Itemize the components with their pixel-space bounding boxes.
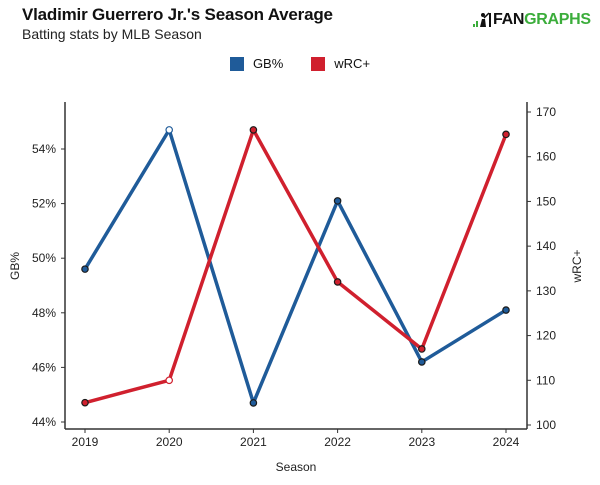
data-point[interactable] xyxy=(333,197,342,205)
legend-swatch-gb xyxy=(229,56,244,71)
y-tick-label: 50% xyxy=(32,251,56,265)
data-point[interactable] xyxy=(81,265,89,273)
x-axis-title: Season xyxy=(276,460,317,474)
data-point[interactable] xyxy=(502,130,510,139)
y2-tick-label: 140 xyxy=(536,239,556,253)
logo-graphs-text: GRAPHS xyxy=(524,11,591,28)
data-lines xyxy=(81,126,510,407)
chart-title: Vladimir Guerrero Jr.'s Season Average xyxy=(22,5,333,24)
y2-tick-label: 160 xyxy=(536,150,556,164)
legend-item-wrc[interactable]: wRC+ xyxy=(311,56,370,71)
batter-icon xyxy=(473,12,491,27)
y2-tick-label: 110 xyxy=(536,373,555,387)
data-point[interactable] xyxy=(502,306,510,314)
x-tick-label: 2019 xyxy=(72,435,99,449)
x-tick-label: 2023 xyxy=(408,435,435,449)
series-line-gb xyxy=(83,128,507,405)
data-point[interactable] xyxy=(333,278,342,286)
data-point[interactable] xyxy=(165,126,174,134)
y-tick-label: 44% xyxy=(32,415,56,429)
logo-fan-text: FAN xyxy=(493,11,525,28)
legend-label-wrc: wRC+ xyxy=(334,56,371,71)
axes xyxy=(61,102,531,433)
x-tick-label: 2022 xyxy=(324,435,351,449)
legend-swatch-wrc xyxy=(311,56,326,71)
fangraphs-logo: FAN GRAPHS xyxy=(473,10,591,30)
series-line-wrc xyxy=(84,128,508,405)
y2-tick-label: 130 xyxy=(536,284,556,298)
y2-tick-label: 170 xyxy=(536,105,556,119)
y-tick-label: 52% xyxy=(32,197,56,211)
y-axis-title: GB% xyxy=(8,252,22,280)
x-tick-label: 2024 xyxy=(493,435,520,449)
legend: GB% wRC+ xyxy=(0,56,600,71)
legend-item-gb[interactable]: GB% xyxy=(229,56,284,71)
chart-subtitle: Batting stats by MLB Season xyxy=(22,26,202,42)
data-point[interactable] xyxy=(249,399,258,407)
y-tick-label: 46% xyxy=(32,360,56,374)
y2-tick-label: 120 xyxy=(536,329,556,343)
data-point[interactable] xyxy=(165,376,174,385)
data-point[interactable] xyxy=(81,398,89,407)
y2-tick-label: 100 xyxy=(536,418,556,432)
data-point[interactable] xyxy=(417,345,426,353)
data-point[interactable] xyxy=(417,358,426,366)
x-tick-label: 2020 xyxy=(156,435,183,449)
y-tick-label: 54% xyxy=(32,142,56,156)
legend-label-gb: GB% xyxy=(252,56,284,71)
axis-labels: 44% 46% 48% 50% 52% 54% 100 110 120 130 140 150 160 1… xyxy=(8,105,584,474)
x-tick-label: 2021 xyxy=(240,435,267,449)
y2-axis-title: wRC+ xyxy=(570,249,584,283)
y2-tick-label: 150 xyxy=(536,194,556,208)
y-tick-label: 48% xyxy=(32,306,56,320)
data-point[interactable] xyxy=(249,126,258,134)
